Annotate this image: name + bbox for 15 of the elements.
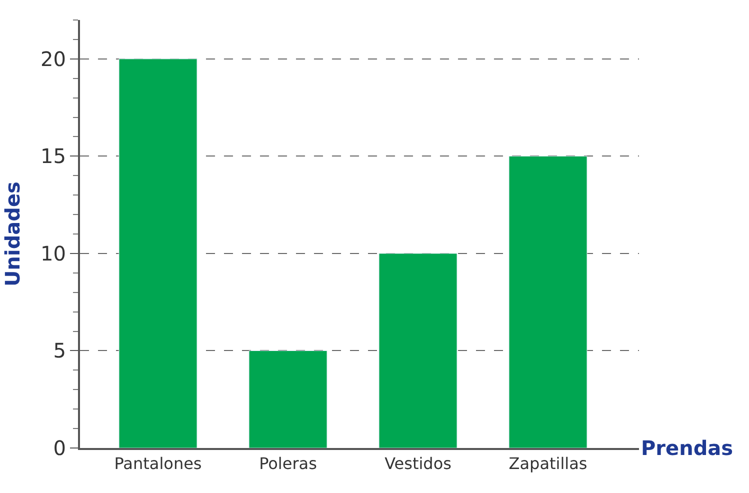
- bar: [378, 253, 458, 448]
- x-tick-label: Poleras: [259, 454, 317, 474]
- x-tick-label: Vestidos: [384, 454, 452, 474]
- y-tick-label: 10: [40, 241, 66, 266]
- x-tick-label: Zapatillas: [508, 454, 588, 474]
- y-tick-label: 20: [40, 46, 66, 71]
- y-tick-label: 5: [53, 338, 66, 363]
- bar: [508, 156, 588, 448]
- bar: [248, 350, 328, 448]
- x-tick-label: Pantalones: [114, 454, 202, 474]
- y-tick-label: 15: [40, 144, 66, 168]
- y-tick-label: 0: [53, 436, 66, 460]
- x-axis-title: Prendas: [641, 436, 734, 460]
- y-axis-title: Unidades: [0, 182, 25, 286]
- bar: [118, 58, 198, 448]
